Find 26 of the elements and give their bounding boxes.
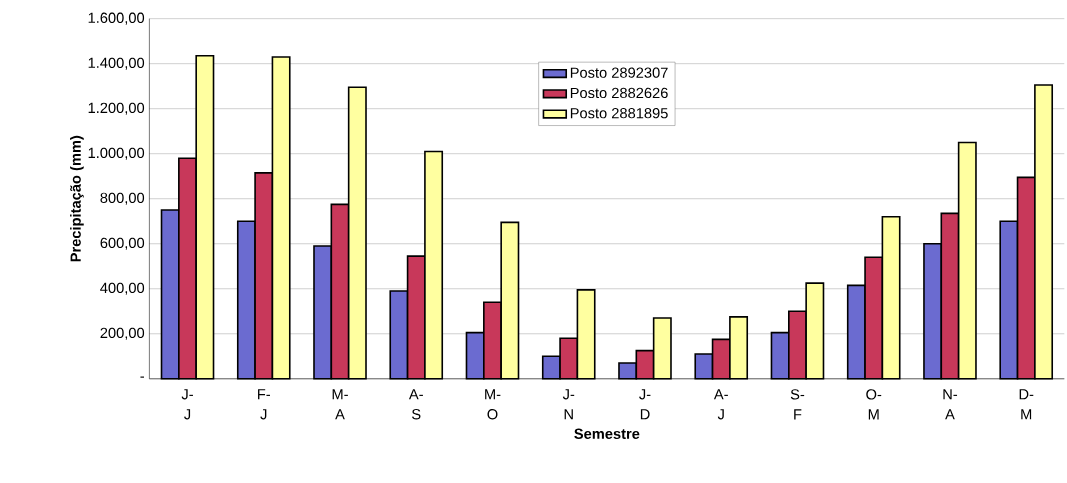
x-tick-label: A- S bbox=[408, 389, 423, 420]
y-tick-label: - bbox=[140, 376, 145, 378]
y-tick-label: 1.000,00 bbox=[88, 147, 145, 160]
y-axis-title: Precipitação (mm) bbox=[70, 135, 84, 262]
x-tick-label: F- J bbox=[258, 389, 271, 420]
x-tick-label: S- F bbox=[790, 389, 805, 420]
y-tick-label: 1.200,00 bbox=[88, 102, 145, 115]
legend-label: Posto 2892307 bbox=[570, 67, 668, 78]
y-tick-label: 1.400,00 bbox=[88, 57, 145, 70]
y-tick-label: 200,00 bbox=[100, 327, 145, 340]
y-tick-label: 1.600,00 bbox=[88, 12, 145, 25]
x-axis-title: Semestre bbox=[574, 428, 640, 440]
x-tick-label: J- J bbox=[181, 389, 193, 420]
y-tick-label: 400,00 bbox=[100, 282, 145, 295]
x-tick-label: N- A bbox=[943, 389, 958, 420]
legend-label: Posto 2881895 bbox=[570, 108, 668, 119]
y-tick-label: 800,00 bbox=[100, 192, 145, 205]
x-tick-label: M- O bbox=[485, 389, 501, 420]
x-tick-label: J- N bbox=[562, 389, 575, 420]
x-tick-label: O- M bbox=[866, 389, 882, 420]
y-tick-label: 600,00 bbox=[100, 237, 145, 250]
legend-label: Posto 2882626 bbox=[570, 87, 668, 99]
x-tick-label: D- M bbox=[1019, 389, 1034, 420]
x-tick-label: A- J bbox=[713, 389, 728, 420]
x-tick-label: M- A bbox=[332, 389, 348, 420]
x-tick-label: J- D bbox=[639, 389, 651, 420]
